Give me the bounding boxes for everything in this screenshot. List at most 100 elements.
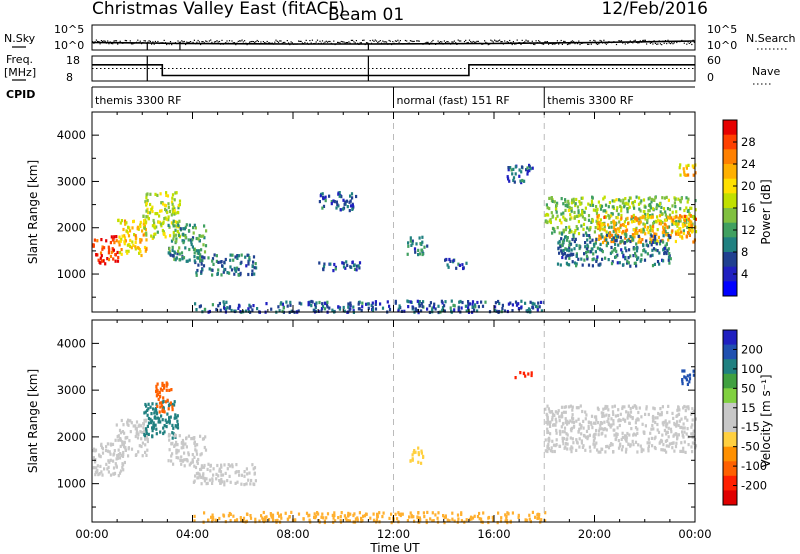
- power-cell: [629, 264, 632, 268]
- power-cell: [635, 249, 639, 253]
- power-cell: [660, 205, 663, 209]
- power-cell: [523, 179, 526, 183]
- velocity-cell: [107, 470, 110, 474]
- power-cell: [658, 219, 661, 223]
- nsearch-dot: [522, 42, 525, 44]
- velocity-cell: [145, 418, 148, 422]
- velocity-cell: [210, 515, 213, 519]
- power-cell: [642, 222, 645, 226]
- nsearch-dot: [128, 42, 130, 44]
- velocity-colorbar-tick-label: -100: [741, 459, 767, 473]
- power-cell: [546, 206, 549, 210]
- velocity-cell: [276, 511, 279, 515]
- power-cell: [450, 299, 453, 303]
- velocity-cell: [191, 436, 194, 441]
- nsearch-dot: [388, 39, 390, 42]
- velocity-cell: [618, 444, 621, 448]
- power-cell: [412, 306, 415, 310]
- velocity-cell: [661, 433, 664, 437]
- power-cell: [417, 253, 420, 257]
- power-cell: [170, 239, 174, 243]
- power-cell: [620, 248, 623, 252]
- nsearch-dot: [633, 40, 635, 42]
- power-cell: [665, 233, 668, 237]
- velocity-cell: [264, 519, 267, 523]
- power-cell: [251, 272, 254, 277]
- power-cell: [131, 226, 134, 230]
- power-cell: [248, 256, 251, 260]
- velocity-cell: [147, 432, 150, 436]
- velocity-cell: [211, 519, 214, 523]
- nsearch-dot: [461, 42, 463, 45]
- power-cell: [654, 196, 657, 200]
- velocity-cell: [333, 513, 336, 518]
- velocity-cell: [595, 428, 598, 433]
- velocity-cell: [690, 425, 693, 429]
- power-cell: [253, 272, 256, 276]
- velocity-cell: [681, 379, 684, 383]
- velocity-cell: [571, 437, 574, 441]
- nsearch-dot: [293, 43, 295, 45]
- nsearch-dot: [270, 42, 272, 45]
- nsearch-dot: [639, 40, 641, 42]
- nsearch-dot: [437, 40, 439, 42]
- power-cell: [443, 304, 446, 308]
- velocity-cell: [491, 519, 495, 523]
- nsearch-dot: [313, 43, 315, 45]
- velocity-cell: [662, 443, 665, 447]
- power-cell: [388, 307, 392, 312]
- power-cell: [658, 222, 661, 226]
- velocity-cell: [537, 512, 540, 516]
- power-cell: [110, 250, 113, 254]
- power-cell: [618, 261, 621, 265]
- power-cell: [591, 258, 594, 262]
- power-cell: [636, 230, 639, 234]
- velocity-cell: [560, 405, 564, 409]
- power-cell: [646, 214, 649, 218]
- power-cell: [550, 211, 553, 215]
- velocity-cell: [627, 404, 630, 408]
- nsearch-dot: [396, 40, 398, 42]
- nsearch-dot: [190, 41, 192, 43]
- power-cell: [247, 272, 250, 277]
- nsearch-dot: [296, 43, 298, 45]
- power-cell: [668, 207, 671, 212]
- velocity-cell: [606, 419, 609, 423]
- velocity-cell: [175, 440, 178, 444]
- power-cell: [548, 219, 551, 223]
- nsearch-dot: [167, 42, 169, 45]
- velocity-cell: [562, 442, 565, 446]
- power-cell: [610, 225, 613, 229]
- velocity-cell: [547, 442, 550, 447]
- power-cell: [420, 309, 423, 313]
- velocity-cell: [525, 518, 528, 522]
- power-cell: [619, 236, 622, 240]
- velocity-cell: [203, 463, 206, 468]
- power-cell: [598, 228, 602, 232]
- power-cell: [180, 251, 184, 255]
- velocity-cell: [146, 439, 149, 444]
- velocity-cell: [592, 439, 596, 443]
- power-cell: [626, 207, 629, 211]
- nsearch-dot: [566, 43, 569, 46]
- nsearch-dot: [411, 40, 413, 42]
- power-cell: [629, 254, 632, 258]
- nsearch-dot: [177, 40, 179, 42]
- power-cell: [691, 222, 694, 226]
- power-cell: [587, 263, 591, 267]
- velocity-cell: [122, 468, 125, 472]
- power-colorbar-tick-label: 4: [741, 267, 748, 281]
- nsearch-dot: [211, 41, 213, 43]
- nsearch-dot: [124, 39, 126, 42]
- velocity-cell: [680, 441, 683, 445]
- velocity-cell: [549, 420, 552, 424]
- velocity-cell: [235, 518, 239, 522]
- power-cell: [610, 212, 613, 216]
- velocity-cell: [220, 473, 223, 477]
- velocity-cell: [545, 420, 548, 424]
- velocity-cell: [604, 427, 607, 431]
- power-cell: [291, 309, 294, 313]
- velocity-cell: [193, 514, 196, 518]
- nsearch-dot: [589, 40, 591, 42]
- velocity-cell: [559, 432, 562, 436]
